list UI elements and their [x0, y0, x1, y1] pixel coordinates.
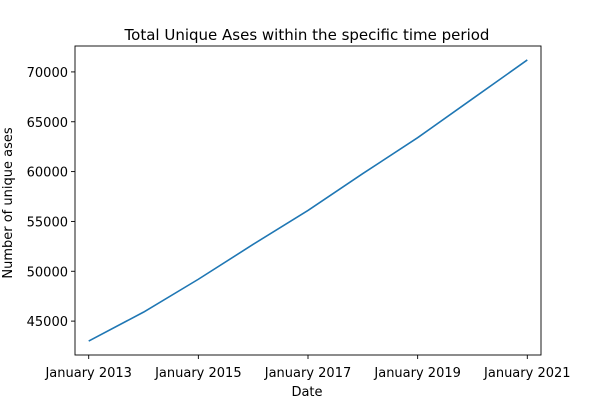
x-tick-label: January 2021	[483, 366, 571, 381]
y-axis-label: Number of unique ases	[1, 127, 16, 278]
x-tick-label: January 2017	[264, 366, 352, 381]
plot-area: January 2013 January 2015 January 2017 Janu…	[27, 45, 571, 381]
y-tick-label: 55000	[27, 215, 68, 230]
x-tick-label: January 2013	[44, 366, 132, 381]
y-tick-label: 45000	[27, 315, 68, 330]
x-tick-label: January 2015	[154, 366, 242, 381]
y-tick-label: 70000	[27, 66, 68, 81]
y-tick-label: 65000	[27, 116, 68, 131]
x-axis-label: Date	[291, 385, 322, 400]
x-tick-label: January 2019	[373, 366, 461, 381]
chart-title: Total Unique Ases within the specific ti…	[124, 26, 490, 44]
series-line-1	[88, 59, 528, 342]
y-tick-label: 60000	[27, 166, 68, 181]
y-tick-label: 50000	[27, 265, 68, 280]
